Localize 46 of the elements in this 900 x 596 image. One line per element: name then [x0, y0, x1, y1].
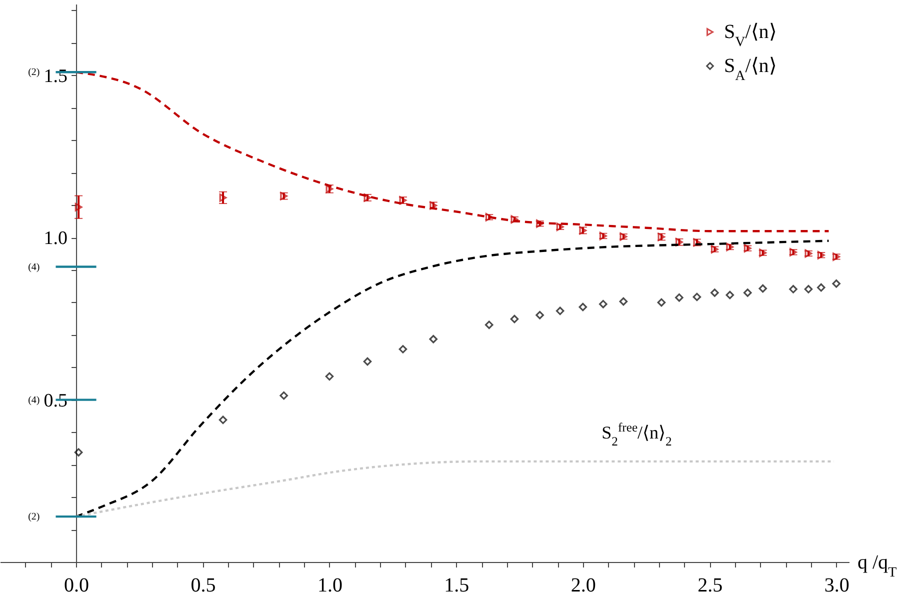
point	[692, 292, 702, 302]
line-series	[74, 240, 830, 518]
point	[832, 279, 840, 288]
legend-label: S$_{A}$/⟨n⟩	[724, 55, 777, 84]
point	[804, 285, 813, 294]
point	[726, 290, 734, 300]
point	[816, 283, 826, 292]
point	[556, 306, 564, 316]
point	[325, 372, 334, 381]
y-tick-label: 1.5	[44, 66, 68, 87]
point	[789, 285, 798, 294]
series-label: (4)	[28, 394, 40, 406]
point	[280, 391, 288, 400]
point	[578, 302, 588, 312]
point	[219, 194, 227, 202]
point	[710, 288, 719, 297]
point	[758, 284, 767, 293]
annotation: S$_{2}$$^{free}$/⟨n⟩$_{2}$	[602, 420, 672, 449]
series-label: (2)	[28, 512, 40, 523]
legend-label: S$_{V}$/⟨n⟩	[724, 21, 777, 50]
x-tick-label: 0.5	[190, 574, 216, 596]
point	[74, 202, 82, 212]
x-axis-title: q /q$_{T}$	[858, 552, 898, 580]
x-tick-label: 3.0	[824, 574, 850, 596]
point	[536, 310, 544, 320]
x-tick-label: 0.0	[64, 574, 90, 596]
point	[510, 314, 519, 324]
point	[743, 288, 752, 297]
series-label: (2)	[28, 67, 40, 78]
x-tick-label: 1.5	[444, 574, 470, 596]
x-tick-label: 2.0	[570, 574, 596, 596]
point	[599, 300, 608, 308]
line-series	[74, 460, 835, 518]
point	[429, 334, 438, 344]
point	[218, 416, 228, 424]
x-tick-label: 2.5	[698, 574, 723, 596]
point	[484, 320, 494, 330]
series-label: (4)	[28, 262, 40, 273]
point	[657, 298, 666, 307]
point	[675, 293, 684, 302]
point	[619, 297, 628, 306]
point	[363, 357, 372, 366]
x-tick-label: 1.0	[317, 574, 342, 596]
point	[74, 448, 83, 456]
y-tick-label: 1.0	[44, 228, 68, 250]
point	[398, 345, 408, 354]
